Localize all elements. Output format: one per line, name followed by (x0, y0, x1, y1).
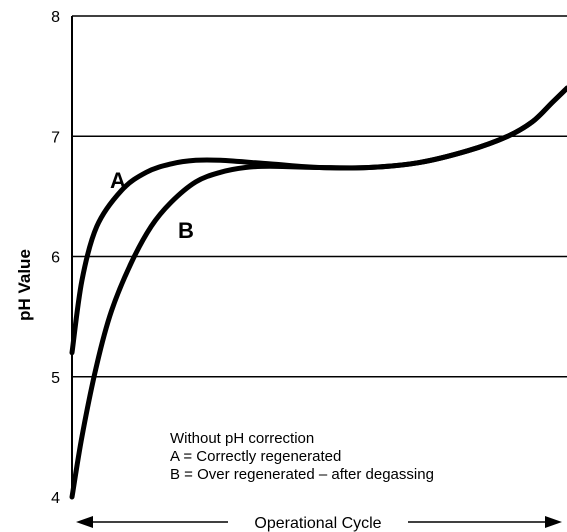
series-label-b: B (178, 218, 194, 243)
arrow-left-head (76, 516, 93, 528)
series-label-a: A (110, 168, 126, 193)
y-tick-label: 4 (51, 490, 60, 507)
y-axis-label: pH Value (15, 249, 34, 321)
curves (69, 85, 567, 500)
gridlines (72, 15, 567, 378)
arrow-right-head (545, 516, 562, 528)
y-tick-labels: 4 5 6 7 8 (51, 9, 60, 507)
x-axis-arrow (76, 516, 562, 528)
series-line-b (69, 85, 567, 500)
annotation-line-3: B = Over regenerated – after degassing (170, 466, 434, 483)
y-tick-label: 5 (51, 370, 60, 387)
series-line-a (69, 85, 567, 356)
annotation-line-2: A = Correctly regenerated (170, 448, 341, 465)
y-tick-label: 6 (51, 250, 60, 267)
annotation-line-1: Without pH correction (170, 430, 314, 447)
x-axis-label: Operational Cycle (254, 515, 381, 532)
y-tick-label: 7 (51, 129, 60, 146)
y-tick-label: 8 (51, 9, 60, 26)
